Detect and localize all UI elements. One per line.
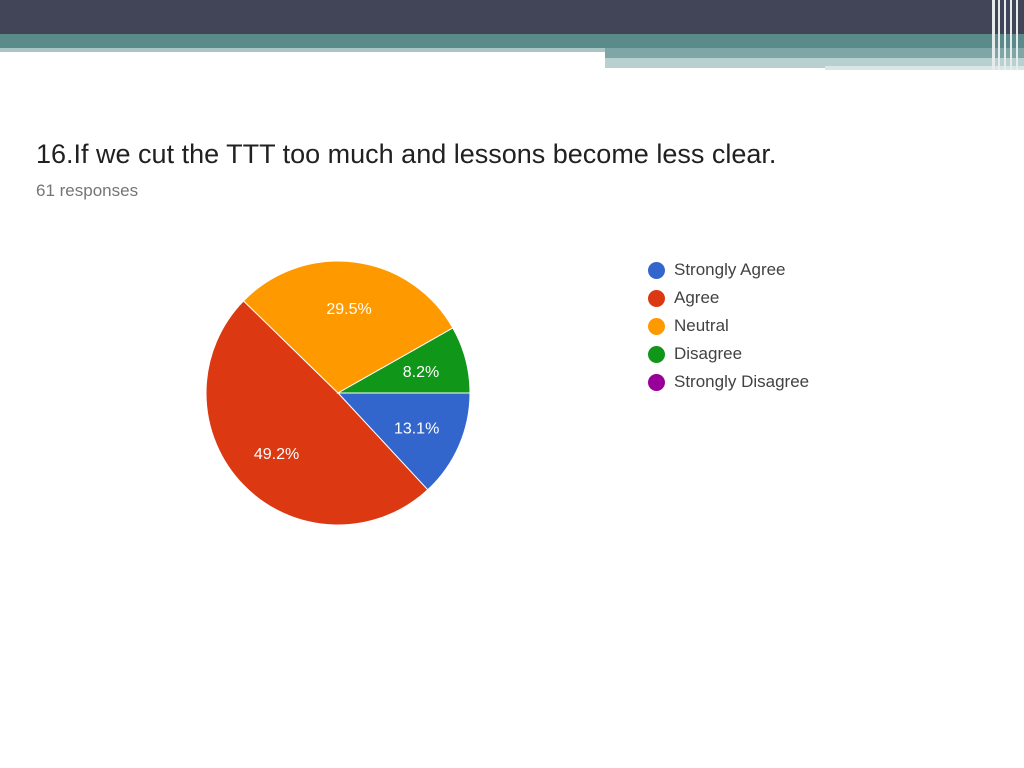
legend-swatch-strongly-disagree bbox=[648, 373, 665, 391]
legend-item-disagree: Disagree bbox=[648, 340, 809, 368]
pie-label-neutral: 29.5% bbox=[326, 301, 371, 318]
legend-swatch-strongly-agree bbox=[648, 261, 665, 279]
legend-swatch-neutral bbox=[648, 317, 665, 335]
pie-slice-neutral bbox=[242, 260, 454, 394]
legend-item-neutral: Neutral bbox=[648, 312, 809, 340]
legend-swatch-disagree bbox=[648, 345, 665, 363]
pie-slice-disagree bbox=[336, 327, 471, 394]
pie-label-disagree: 8.2% bbox=[403, 364, 439, 381]
pie-label-agree: 49.2% bbox=[254, 446, 299, 463]
pie-slice-strongly-agree bbox=[336, 392, 471, 491]
legend-label-agree: Agree bbox=[674, 288, 720, 307]
legend-label-strongly-agree: Strongly Agree bbox=[674, 260, 786, 279]
legend-swatch-agree bbox=[648, 289, 665, 307]
legend-label-neutral: Neutral bbox=[674, 316, 729, 335]
pie-chart: 13.1% 49.2% 29.5% 8.2% bbox=[205, 260, 471, 526]
pie-slice-agree bbox=[205, 300, 429, 526]
legend-item-strongly-disagree: Strongly Disagree bbox=[648, 368, 809, 396]
question-title: 16.If we cut the TTT too much and lesson… bbox=[36, 139, 777, 169]
chart-legend: Strongly Agree Agree Neutral Disagree Strong… bbox=[648, 256, 809, 396]
response-count: 61 responses bbox=[36, 181, 139, 200]
pie-label-strongly-agree: 13.1% bbox=[394, 420, 439, 437]
legend-label-strongly-disagree: Strongly Disagree bbox=[674, 372, 810, 391]
legend-item-agree: Agree bbox=[648, 284, 809, 312]
legend-label-disagree: Disagree bbox=[674, 344, 743, 363]
slide-header-banner bbox=[0, 0, 1024, 70]
legend-item-strongly-agree: Strongly Agree bbox=[648, 256, 809, 284]
